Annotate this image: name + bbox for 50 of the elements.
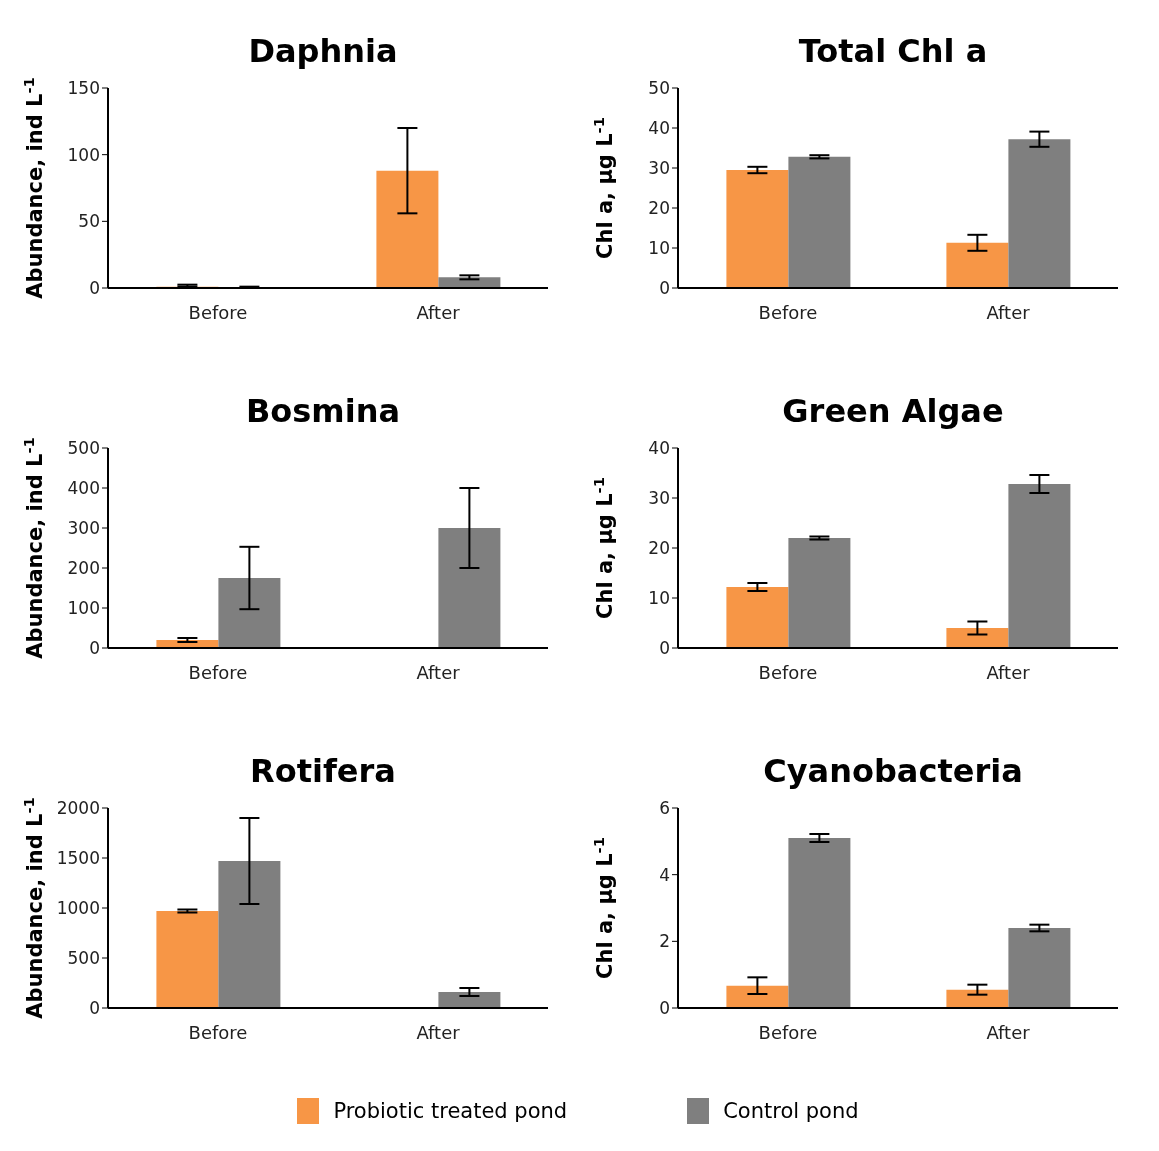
y-tick-label: 40 — [648, 438, 670, 459]
y-tick-label: 50 — [78, 211, 100, 232]
y-tick-label: 100 — [67, 598, 100, 619]
legend-label: Control pond — [723, 1099, 859, 1123]
x-tick-label: After — [416, 1021, 461, 1043]
y-tick-label: 0 — [659, 998, 670, 1019]
x-tick-label: After — [986, 1021, 1031, 1043]
chart-title: Total Chl a — [798, 32, 988, 70]
x-tick-label: Before — [188, 301, 248, 323]
y-tick-label: 0 — [89, 278, 100, 299]
y-tick-label: 500 — [67, 948, 100, 969]
y-tick-label: 300 — [67, 518, 100, 539]
y-tick-label: 10 — [648, 238, 670, 259]
y-tick-label: 30 — [648, 158, 670, 179]
chart-title: Green Algae — [782, 392, 1004, 430]
x-tick-label: After — [416, 301, 461, 323]
legend-label: Probiotic treated pond — [333, 1099, 568, 1123]
y-tick-label: 500 — [67, 438, 100, 459]
y-tick-label: 20 — [648, 538, 670, 559]
y-tick-label: 20 — [648, 198, 670, 219]
y-tick-label: 6 — [659, 798, 670, 819]
y-tick-label: 200 — [67, 558, 100, 579]
y-tick-label: 50 — [648, 78, 670, 99]
y-tick-label: 10 — [648, 588, 670, 609]
x-tick-label: Before — [188, 1021, 248, 1043]
x-tick-label: After — [416, 661, 461, 683]
chart-title: Bosmina — [245, 392, 401, 430]
y-tick-label: 100 — [67, 144, 100, 165]
y-tick-label: 0 — [659, 638, 670, 659]
y-tick-label: 2000 — [56, 798, 100, 819]
chart-title: Daphnia — [248, 32, 398, 70]
x-tick-label: After — [986, 661, 1031, 683]
y-tick-label: 0 — [89, 638, 100, 659]
x-tick-label: After — [986, 301, 1031, 323]
y-tick-label: 0 — [659, 278, 670, 299]
y-tick-label: 0 — [89, 998, 100, 1019]
y-tick-label: 150 — [67, 78, 100, 99]
x-tick-label: Before — [188, 661, 248, 683]
x-tick-label: Before — [758, 1021, 818, 1043]
y-tick-label: 4 — [659, 864, 670, 885]
chart-title: Cyanobacteria — [763, 752, 1023, 790]
y-tick-label: 400 — [67, 478, 100, 499]
y-tick-label: 1000 — [56, 898, 100, 919]
y-tick-label: 2 — [659, 931, 670, 952]
y-tick-label: 1500 — [56, 848, 100, 869]
x-tick-label: Before — [758, 661, 818, 683]
x-tick-label: Before — [758, 301, 818, 323]
y-tick-label: 40 — [648, 118, 670, 139]
y-tick-label: 30 — [648, 488, 670, 509]
chart-title: Rotifera — [250, 752, 396, 790]
